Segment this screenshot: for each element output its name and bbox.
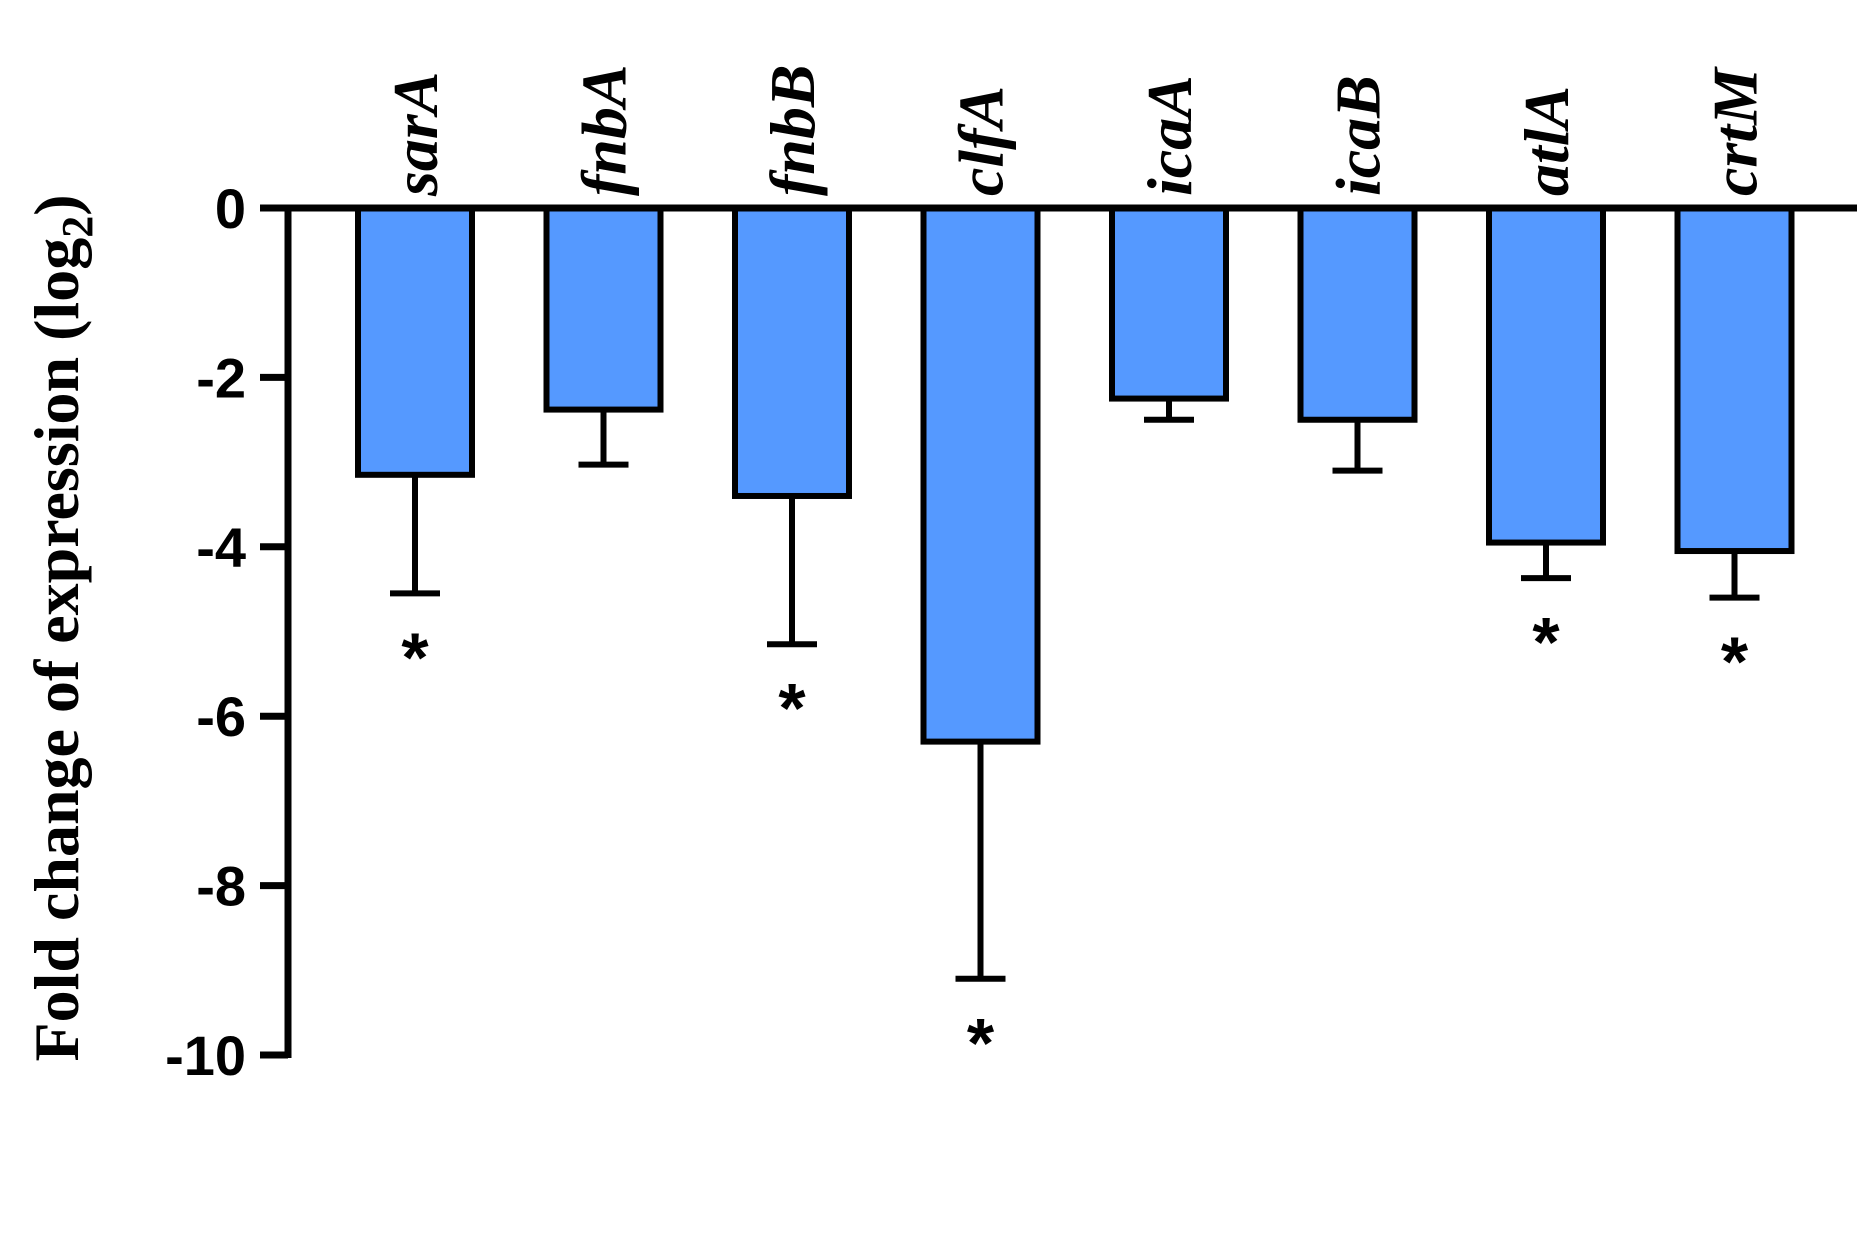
bar-fnbB (732, 205, 852, 499)
category-label-sarA: sarA (380, 72, 451, 198)
y-tick-label-5: -10 (165, 1024, 246, 1087)
category-label-fnbB: fnbB (757, 64, 828, 196)
y-tick-label-3: -6 (196, 685, 246, 748)
significance-mark-clfA: * (967, 1004, 995, 1082)
category-label-icaA: icaA (1134, 75, 1205, 196)
significance-mark-atlA: * (1532, 603, 1560, 681)
bar-icaB (1297, 205, 1418, 423)
bar-atlA (1486, 205, 1606, 546)
category-label-icaB: icaB (1323, 75, 1394, 196)
bar-clfA (920, 205, 1041, 745)
category-label-fnbA: fnbA (569, 64, 640, 196)
y-tick-label-1: -2 (196, 346, 246, 409)
significance-mark-sarA: * (401, 618, 429, 696)
bar-fnbA (543, 205, 664, 413)
y-tick-label-4: -8 (196, 855, 246, 918)
bar-crtM (1674, 205, 1795, 555)
category-label-crtM: crtM (1700, 66, 1771, 196)
y-axis-label: Fold change of expression (log2) (21, 194, 102, 1061)
significance-mark-crtM: * (1721, 623, 1749, 701)
category-label-clfA: clfA (946, 86, 1017, 196)
category-label-atlA: atlA (1511, 86, 1582, 196)
significance-mark-fnbB: * (778, 669, 806, 747)
bar-icaA (1109, 205, 1229, 402)
y-tick-label-0: 0 (215, 177, 246, 240)
y-tick-label-2: -4 (196, 516, 246, 579)
bar-sarA (355, 205, 475, 478)
